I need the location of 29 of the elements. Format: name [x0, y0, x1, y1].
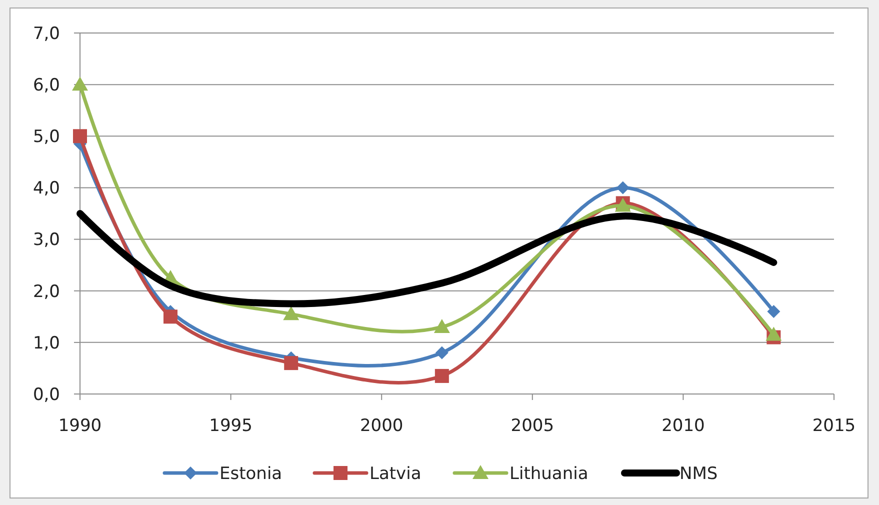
x-tick-label: 2000 — [360, 416, 404, 436]
legend-label: Lithuania — [510, 464, 588, 484]
point — [767, 304, 780, 318]
point — [435, 346, 448, 360]
x-tick-label: 1990 — [58, 416, 102, 436]
legend-label: Latvia — [370, 464, 422, 484]
y-tick-label: 7,0 — [32, 24, 60, 44]
point — [434, 318, 450, 333]
x-tick-label: 2015 — [812, 416, 856, 436]
x-tick-label: 1995 — [209, 416, 252, 436]
y-tick-label: 0,0 — [32, 384, 60, 405]
y-tick-label: 3,0 — [32, 230, 60, 250]
legend-label: NMS — [680, 464, 718, 484]
point — [163, 310, 178, 324]
x-tick-label: 2010 — [662, 416, 705, 436]
point — [284, 356, 298, 370]
point — [766, 326, 782, 341]
point — [73, 129, 87, 144]
y-tick-label: 2,0 — [32, 282, 60, 302]
x-tick-label: 2005 — [510, 416, 554, 436]
y-tick-label: 6,0 — [32, 76, 60, 96]
y-tick-label: 5,0 — [32, 127, 60, 148]
y-tick-label: 4,0 — [32, 178, 60, 199]
point — [616, 181, 630, 194]
point — [283, 306, 300, 320]
y-tick-label: 1,0 — [32, 333, 60, 354]
point — [72, 76, 88, 91]
point — [434, 368, 449, 383]
legend-label: Estonia — [220, 464, 282, 484]
